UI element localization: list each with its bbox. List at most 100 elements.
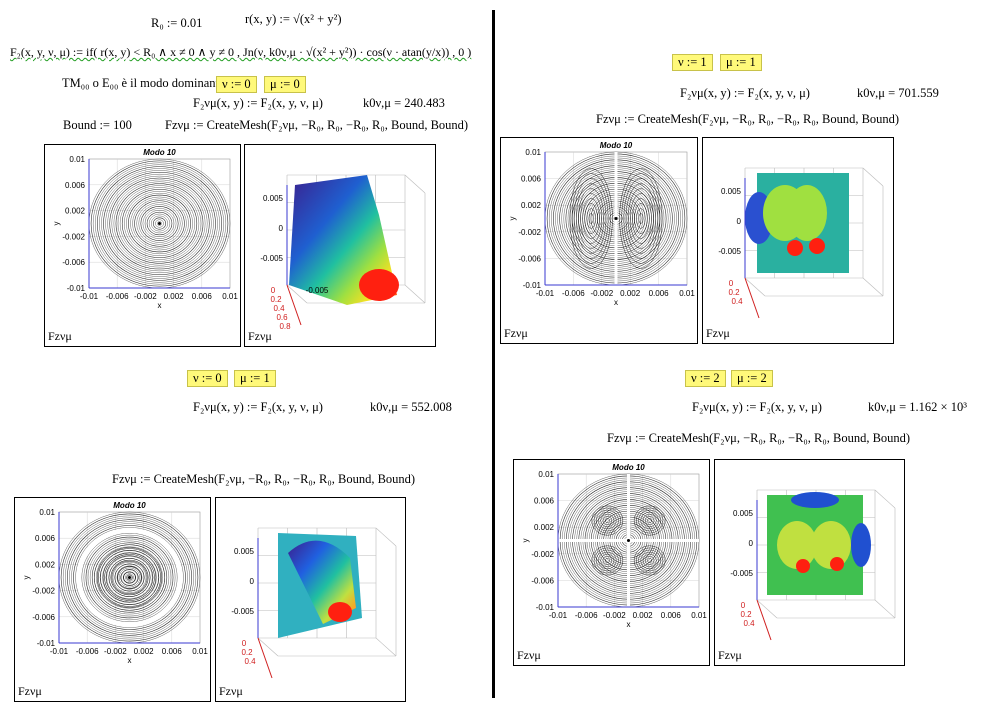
y-tick-label: -0.01 <box>536 603 555 612</box>
lobe-contour <box>582 198 600 239</box>
lobe-contour <box>636 507 664 534</box>
mu-assign-mode4[interactable]: μ := 2 <box>731 370 773 387</box>
z-tick-label: 0 <box>737 217 742 226</box>
base-tick-label: 0.4 <box>743 619 755 628</box>
x-tick-label: -0.002 <box>590 289 613 298</box>
grid-line <box>862 167 884 187</box>
contour-ring <box>95 164 224 283</box>
fz-nu-mu-definition-mode3[interactable]: F₂νμ(x, y) := F₂(x, y, ν, μ) <box>680 86 810 100</box>
lobe-contour <box>640 551 659 570</box>
y-tick-label: -0.006 <box>531 576 554 585</box>
contour-plot-mode3[interactable]: Modo 10 0.01 0.006 0.002 -0.002 -0.006 -0.01 y -… <box>500 137 698 344</box>
lobe-contour <box>586 208 596 229</box>
contour-ring <box>103 172 216 275</box>
contour-plot-mode1[interactable]: Modo 10 0.01 0.006 0.002 -0.002 -0.006 -0.01 y -… <box>44 144 241 347</box>
lobe-contour <box>602 516 613 525</box>
lobe-contour <box>638 549 661 572</box>
y-axis-label: y <box>521 539 530 543</box>
contour-ring <box>117 566 142 589</box>
contour-ring <box>124 191 195 256</box>
contour-ring <box>138 204 181 243</box>
lobe-contour <box>596 509 619 532</box>
grid-line <box>375 527 397 547</box>
lobe-contour <box>571 173 611 264</box>
contour-ring <box>81 533 178 622</box>
contour-ring <box>94 544 165 611</box>
contour-ring <box>157 221 162 226</box>
bound-definition[interactable]: Bound := 100 <box>63 118 132 132</box>
base-tick-label: 0.2 <box>270 295 282 304</box>
k0-result-mode1[interactable]: k0ν,μ = 240.483 <box>363 96 445 110</box>
x-tick-label: 0.002 <box>620 289 641 298</box>
contour-ring <box>90 160 229 287</box>
contour-ring <box>62 515 197 640</box>
contour-plot-mode4[interactable]: Modo 10 0.01 0.006 0.002 -0.002 -0.006 -0.01 y -… <box>513 459 710 666</box>
contour-ring <box>96 546 163 609</box>
contour-plot-mode2[interactable]: Modo 10 0.01 0.006 0.002 -0.002 -0.006 -0.01 y -… <box>14 497 211 702</box>
contour-ring <box>105 555 154 600</box>
contour-ring <box>136 202 183 245</box>
contour-svg: Modo 10 0.01 0.006 0.002 -0.002 -0.006 -0.01 y -… <box>52 148 238 310</box>
x-tick-label: -0.006 <box>76 647 99 656</box>
k0-result-mode2[interactable]: k0ν,μ = 552.008 <box>370 400 452 414</box>
contour-ring <box>92 162 227 285</box>
plot-title: Modo 10 <box>600 141 633 150</box>
lobe-contour <box>573 178 609 259</box>
contour-ring <box>102 552 157 603</box>
fz-nu-mu-definition-mode2[interactable]: F₂νμ(x, y) := F₂(x, y, ν, μ) <box>193 400 323 414</box>
z-tick-label: -0.005 <box>718 247 741 256</box>
surface-plot-mode1[interactable]: 0.005 0 -0.005 0 0.2 0.4 0.6 0.8 -0.005 Fzνμ <box>244 144 436 347</box>
contour-ring <box>102 552 157 603</box>
grid-line <box>257 637 279 657</box>
lobe-contour <box>602 556 613 565</box>
y-tick-label: 0.006 <box>65 181 86 190</box>
contour-ring <box>106 556 153 599</box>
contour-ring <box>67 519 192 636</box>
contour-ring <box>60 513 199 642</box>
create-mesh-mode1[interactable]: Fzνμ := CreateMesh(F₂νμ, −R₀, R₀, −R₀, R… <box>165 118 469 132</box>
mu-assign-mode2[interactable]: μ := 1 <box>234 370 276 387</box>
lobe-contour <box>584 203 598 234</box>
surface-plot-mode2[interactable]: 0.005 0 -0.005 0 0.2 0.4 Fzνμ <box>215 497 406 702</box>
nu-assign-mode2[interactable]: ν := 0 <box>187 370 228 387</box>
fz-definition[interactable]: F₂(x, y, ν, μ) := if( r(x, y) < R₀ ∧ x ≠… <box>10 45 472 59</box>
plot-label: Fzνμ <box>18 684 42 698</box>
base-tick-label: 0 <box>741 601 746 610</box>
create-mesh-mode2[interactable]: Fzνμ := CreateMesh(F₂νμ, −R₀, R₀, −R₀, R… <box>112 472 416 486</box>
grid-line <box>744 277 766 297</box>
z-tick-label: 0.005 <box>263 194 284 203</box>
surface-plot-mode3[interactable]: 0.005 0 -0.005 0 0.2 0.4 Fzνμ <box>702 137 894 344</box>
nu-assign-mode4[interactable]: ν := 2 <box>685 370 726 387</box>
fz-nu-mu-definition-mode1[interactable]: F₂νμ(x, y) := F₂(x, y, ν, μ) <box>193 96 323 110</box>
x-axis-label: x <box>627 620 631 629</box>
r-definition[interactable]: r(x, y) := √(x² + y²) <box>245 12 342 26</box>
r0-definition[interactable]: R₀ := 0.01 <box>151 16 203 30</box>
plot-label: Fzνμ <box>706 326 730 340</box>
k0-result-mode4[interactable]: k0ν,μ = 1.162 × 10³ <box>868 400 967 414</box>
y-tick-label: -0.002 <box>518 228 541 237</box>
mu-assign-mode1[interactable]: μ := 0 <box>264 76 306 93</box>
y-tick-label: -0.002 <box>62 232 85 241</box>
y-axis-label: y <box>508 217 517 221</box>
contour-ring <box>108 558 151 597</box>
nu-assign-mode3[interactable]: ν := 1 <box>672 54 713 71</box>
base-tick-label: 0.6 <box>276 313 288 322</box>
fz-nu-mu-definition-mode4[interactable]: F₂νμ(x, y) := F₂(x, y, ν, μ) <box>692 400 822 414</box>
mu-assign-mode3[interactable]: μ := 1 <box>720 54 762 71</box>
plot-label: Fzνμ <box>248 329 272 343</box>
surface-peak <box>809 238 825 254</box>
dominant-mode-text: TM₀₀ o E₀₀ è il modo dominante <box>62 76 225 90</box>
create-mesh-mode3[interactable]: Fzνμ := CreateMesh(F₂νμ, −R₀, R₀, −R₀, R… <box>596 112 900 126</box>
k0-result-mode3[interactable]: k0ν,μ = 701.559 <box>857 86 939 100</box>
lobe-contour <box>638 213 644 224</box>
contour-ring <box>151 215 168 232</box>
lobe-contour <box>647 558 653 563</box>
contour-ring <box>140 206 179 241</box>
create-mesh-mode4[interactable]: Fzνμ := CreateMesh(F₂νμ, −R₀, R₀, −R₀, R… <box>607 431 911 445</box>
y-tick-label: 0.01 <box>525 148 541 157</box>
center-dot <box>128 576 131 579</box>
contour-ring <box>71 523 188 632</box>
surface-plot-mode4[interactable]: 0.005 0 -0.005 0 0.2 0.4 Fzνμ <box>714 459 905 666</box>
nu-assign-mode1[interactable]: ν := 0 <box>216 76 257 93</box>
contour-ring <box>128 194 191 253</box>
